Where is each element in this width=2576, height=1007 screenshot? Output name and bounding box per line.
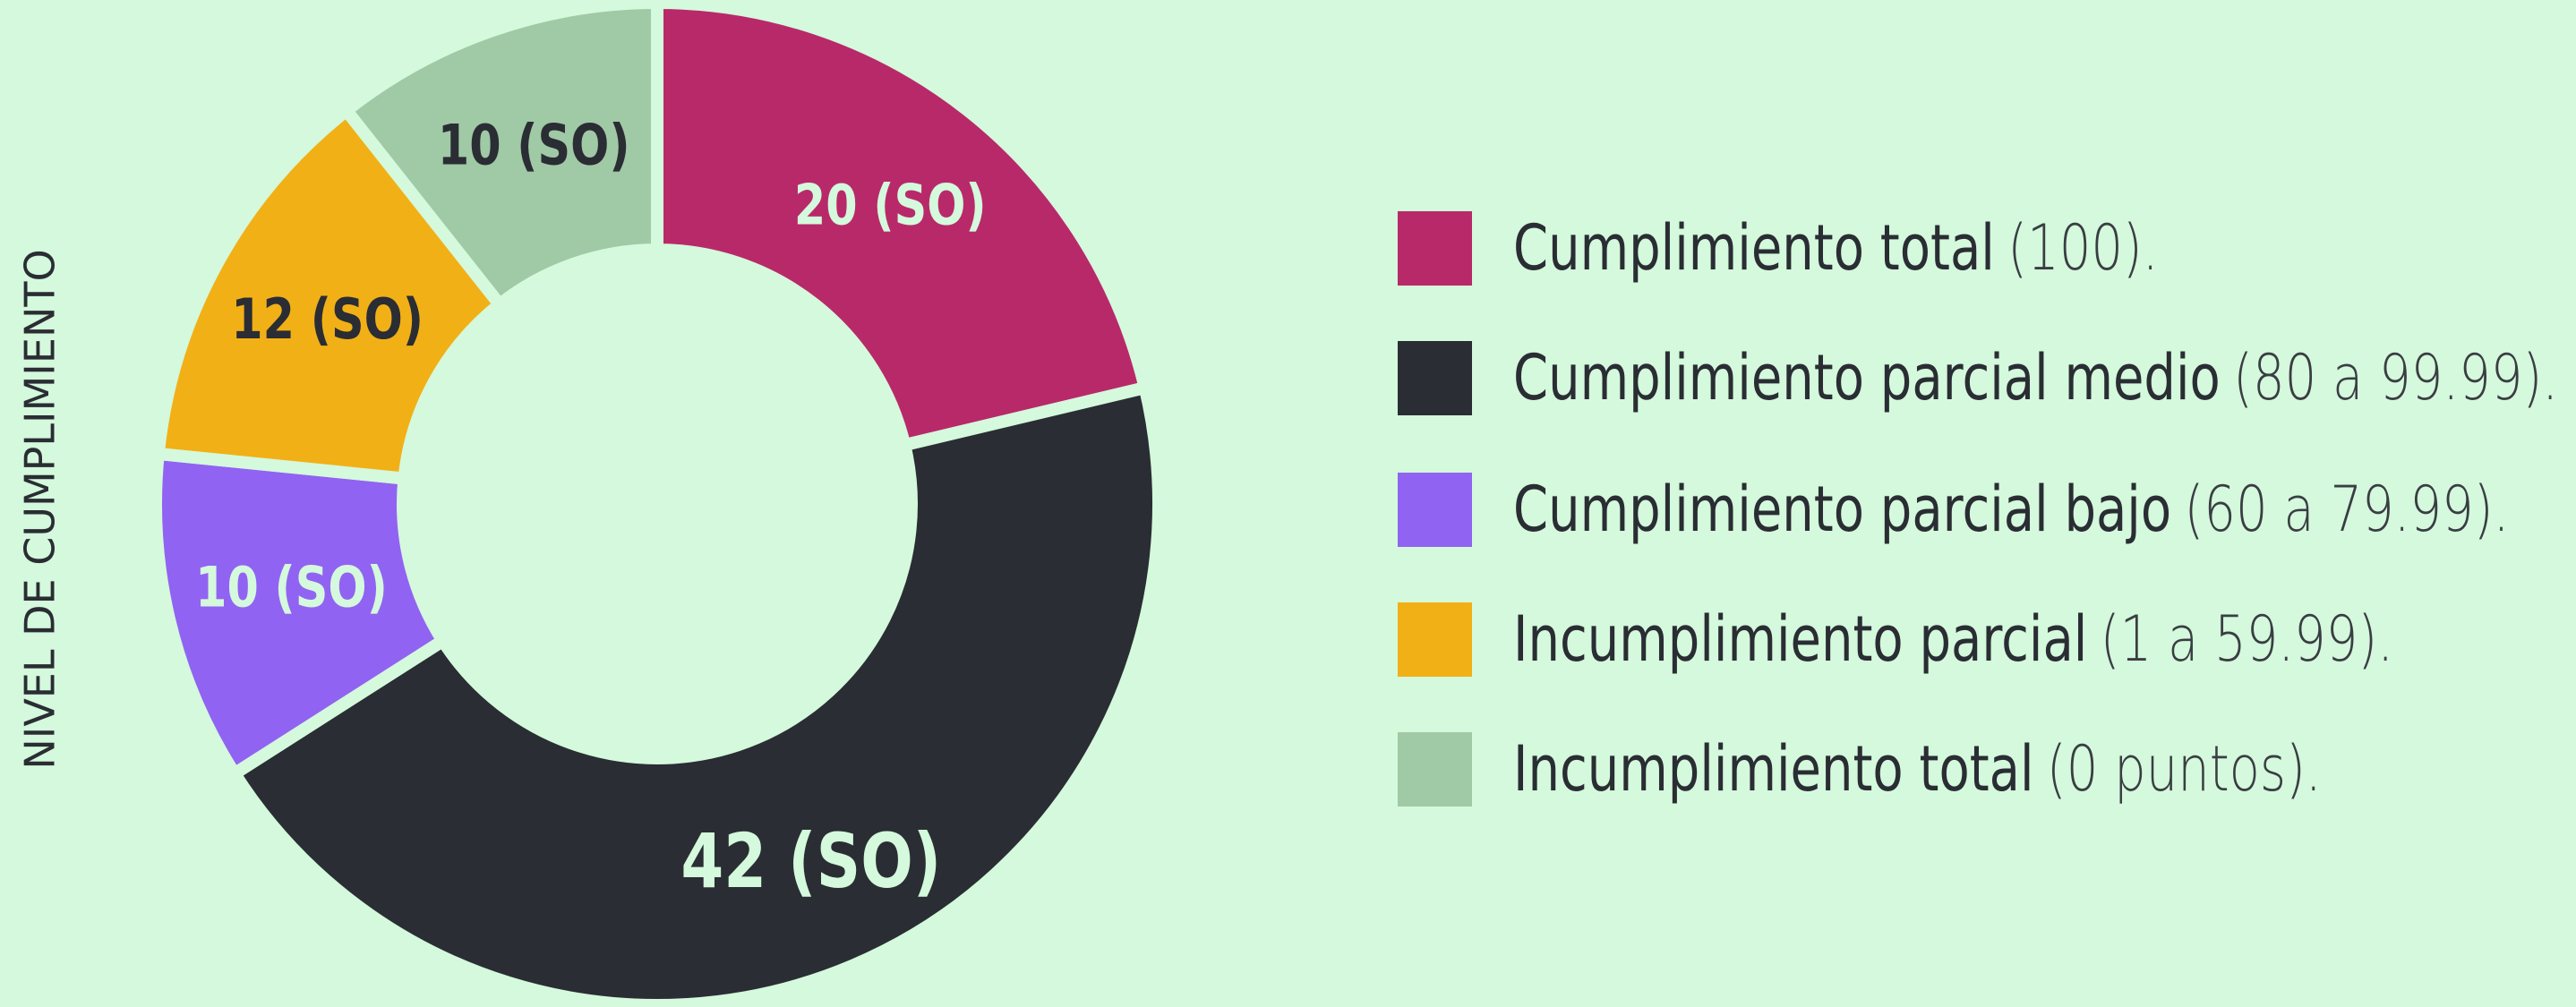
data-label: 12 (SO) [231,287,424,352]
legend-text: Incumplimiento total (0 puntos). [1513,731,2322,805]
data-label: 20 (SO) [794,174,987,238]
legend-note: (100). [2007,210,2158,284]
legend-swatch [1398,602,1472,677]
legend-note: (1 a 59.99). [2101,602,2393,675]
donut-slice [651,0,1153,453]
legend-label: Incumplimiento parcial [1513,602,2087,675]
legend-label: Incumplimiento total [1513,731,2034,805]
data-label: 10 (SO) [195,556,388,620]
legend-swatch [1398,732,1472,806]
y-axis-label: NIVEL DE CUMPLIMIENTO [16,249,64,769]
legend-note: (60 a 79.99). [2185,472,2510,545]
legend-entry: Incumplimiento parcial (1 a 59.99). [1513,602,2393,675]
legend-swatch [1398,341,1472,415]
legend-entry: Incumplimiento total (0 puntos). [1513,731,2322,805]
legend-swatch [1398,473,1472,547]
legend-label: Cumplimiento parcial medio [1513,340,2221,414]
legend-text: Cumplimiento total (100). [1513,210,2159,284]
data-label: 42 (SO) [680,818,941,905]
donut-slice [150,447,452,782]
legend-entry: Cumplimiento parcial bajo (60 a 79.99). [1513,472,2509,545]
legend-swatch [1398,211,1472,286]
donut-slice [226,380,1165,1007]
legend-note: (0 puntos). [2047,731,2322,805]
legend-entry: Cumplimiento total (100). [1513,210,2159,284]
donut-slice [338,0,663,313]
legend-note: (80 a 99.99). [2233,340,2558,414]
legend-entry: Cumplimiento parcial medio (80 a 99.99). [1513,340,2558,414]
data-label: 10 (SO) [438,113,630,177]
legend-text: Incumplimiento parcial (1 a 59.99). [1513,602,2393,675]
legend-label: Cumplimiento total [1513,210,1995,284]
legend-text: Cumplimiento parcial bajo (60 a 79.99). [1513,472,2509,545]
legend-text: Cumplimiento parcial medio (80 a 99.99). [1513,340,2558,414]
legend-label: Cumplimiento parcial bajo [1513,472,2171,545]
